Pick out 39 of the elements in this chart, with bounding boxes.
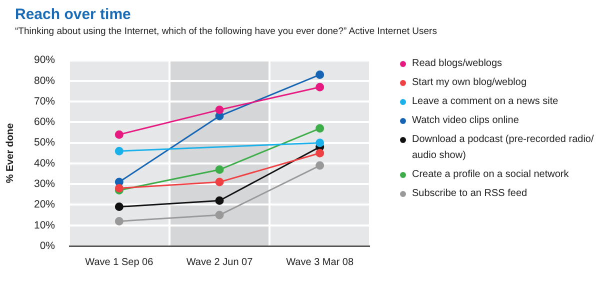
point bbox=[215, 106, 224, 114]
y-tick-label: 90% bbox=[34, 54, 56, 66]
y-tick-label: 30% bbox=[34, 178, 56, 190]
point bbox=[215, 178, 224, 186]
legend-label: Watch video clips online bbox=[412, 114, 519, 128]
point bbox=[316, 161, 324, 170]
point bbox=[114, 130, 124, 139]
point bbox=[114, 216, 124, 226]
point bbox=[114, 146, 124, 156]
point bbox=[316, 70, 324, 79]
point bbox=[215, 210, 224, 220]
y-tick-label: 60% bbox=[34, 116, 56, 128]
y-tick-label: 40% bbox=[34, 157, 56, 170]
point bbox=[316, 148, 324, 158]
point bbox=[215, 196, 224, 205]
point bbox=[316, 124, 324, 133]
y-tick-label: 10% bbox=[34, 219, 56, 232]
legend-label: Start my own blog/weblog bbox=[412, 76, 527, 90]
y-tick-label: 0% bbox=[40, 240, 56, 252]
legend-label: Leave a comment on a news site bbox=[412, 95, 558, 109]
y-tick-label: 80% bbox=[34, 74, 56, 87]
legend-label: Subscribe to an RSS feed bbox=[412, 187, 528, 201]
legend-label: Download a podcast (pre-recorded radio/ audio show) bbox=[412, 133, 595, 163]
point bbox=[114, 202, 124, 212]
x-tick-label: Wave 3 Mar 08 bbox=[286, 256, 354, 268]
point bbox=[215, 165, 224, 174]
legend-label: Read blogs/weblogs bbox=[412, 57, 502, 71]
point bbox=[316, 138, 324, 148]
y-tick-label: 50% bbox=[34, 136, 56, 149]
y-tick-label: 70% bbox=[34, 95, 56, 108]
point bbox=[316, 82, 324, 92]
y-tick-label: 20% bbox=[34, 198, 56, 211]
legend-label: Create a profile on a social network bbox=[412, 168, 569, 182]
y-axis-title: % Ever done bbox=[4, 122, 16, 184]
x-tick-label: Wave 1 Sep 06 bbox=[85, 256, 154, 268]
x-tick-label: Wave 2 Jun 07 bbox=[186, 256, 254, 268]
point bbox=[114, 184, 124, 192]
chart-subtitle: “Thinking about using the Internet, which of the following have you ever done?” Active Internet Users bbox=[15, 26, 437, 37]
chart-title: Reach over time bbox=[15, 6, 131, 23]
